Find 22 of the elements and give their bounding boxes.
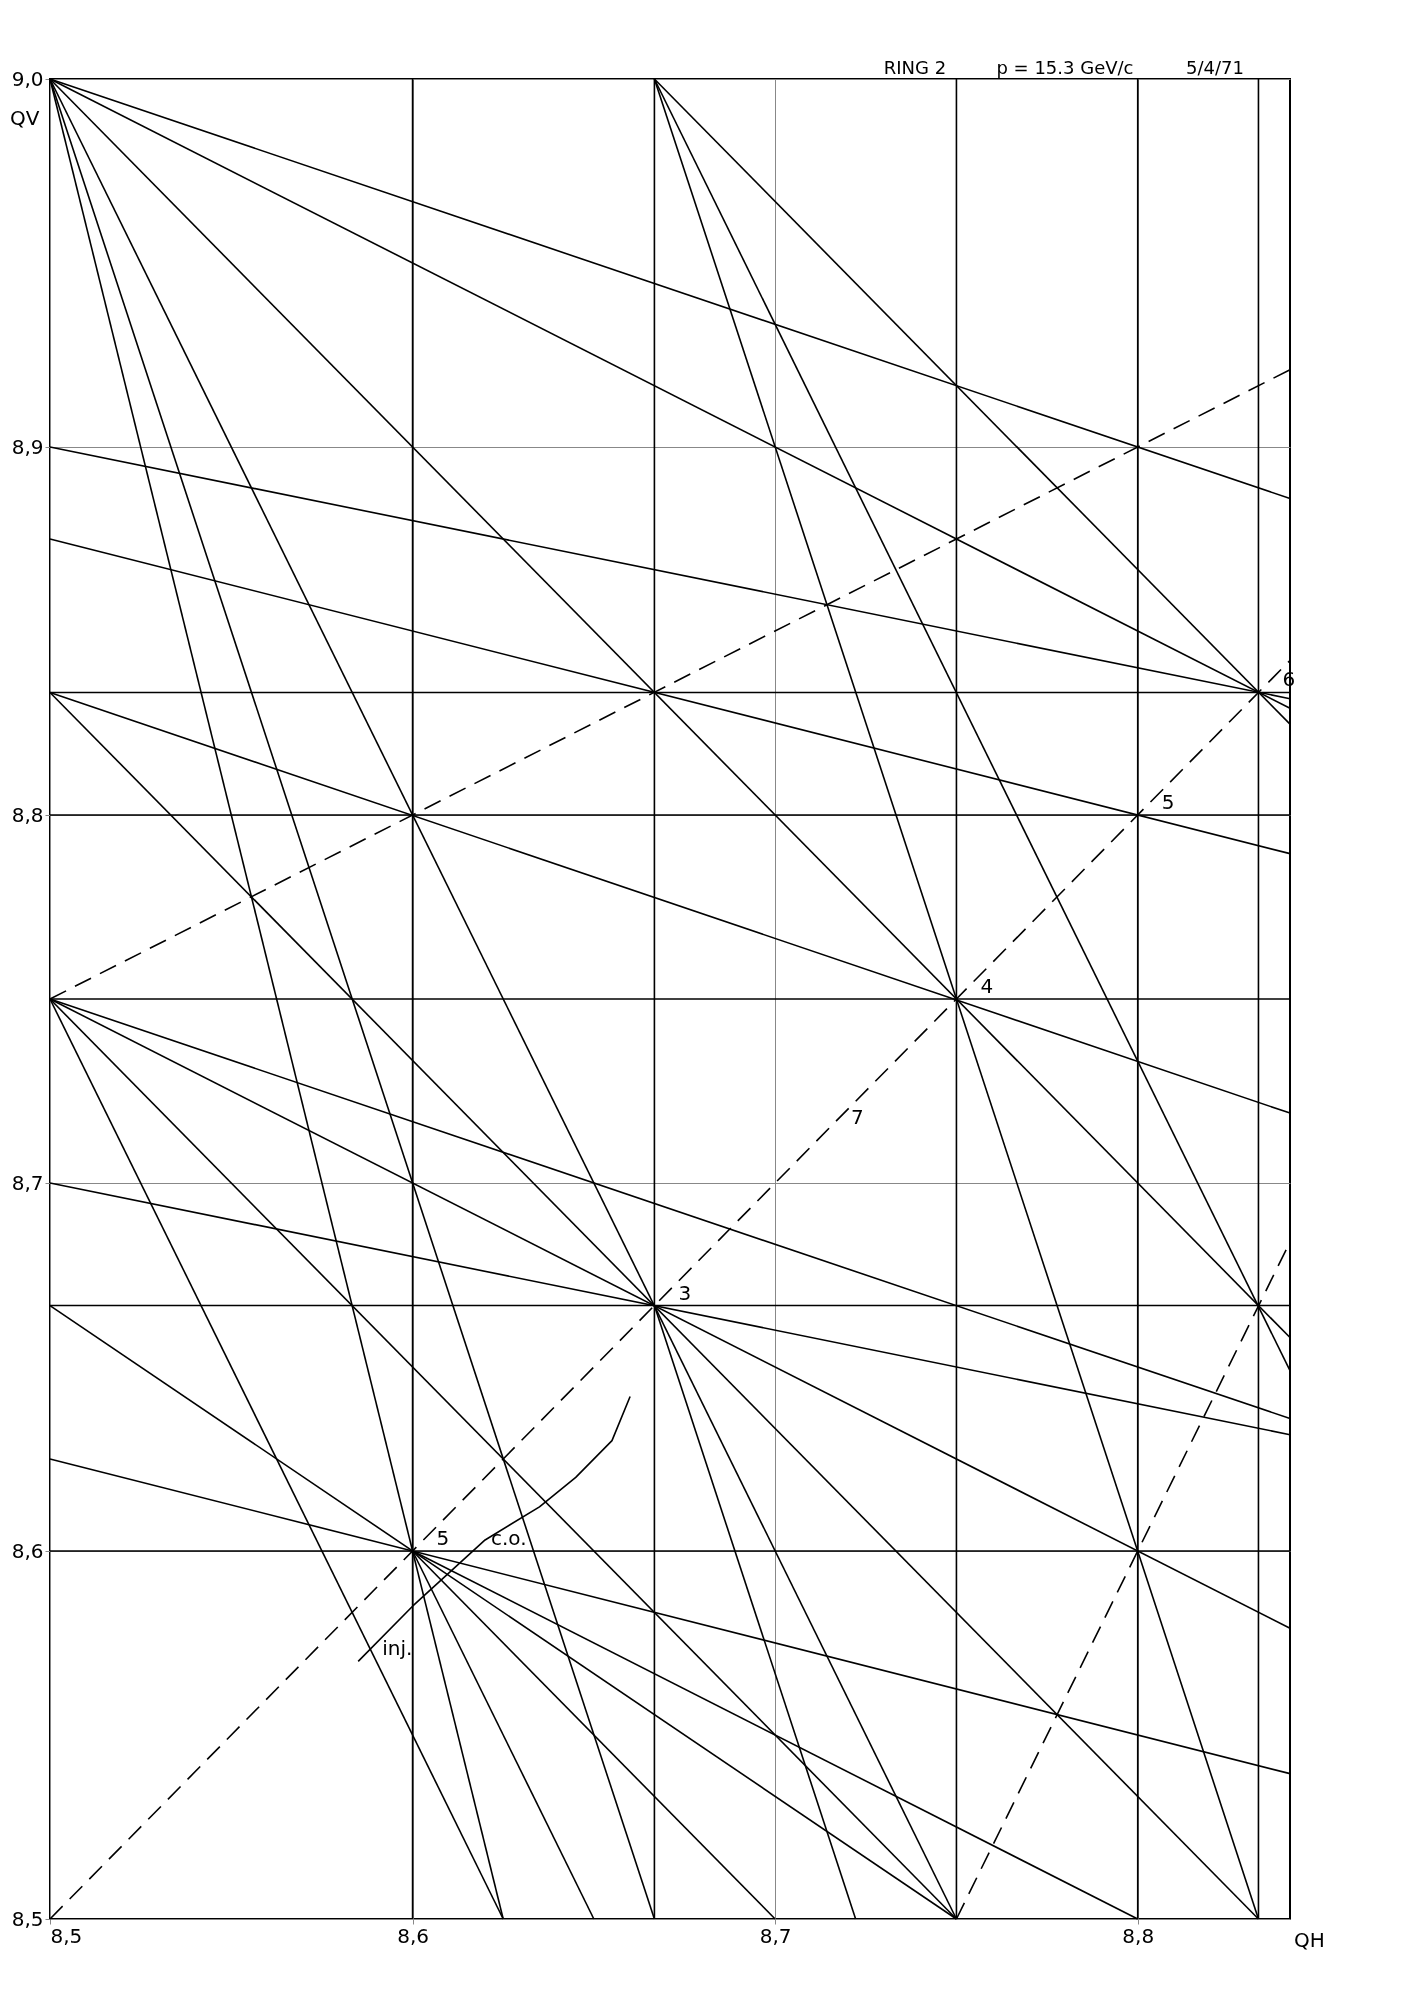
annotation: inj. xyxy=(382,1636,413,1661)
y-tick-label: 8,6 xyxy=(11,1538,44,1563)
y-tick-label: 8,7 xyxy=(11,1170,44,1195)
text: p = 15.3 GeV/c xyxy=(996,57,1134,78)
annotation: 7 xyxy=(850,1105,864,1130)
annotation: 4 xyxy=(980,974,994,998)
x-tick-label: 8,7 xyxy=(759,1923,792,1948)
y-tick-label: 8,9 xyxy=(11,434,44,459)
y-axis-title: QV xyxy=(10,106,40,130)
text: 5/4/71 xyxy=(1186,57,1244,78)
x-tick-label: 8,5 xyxy=(50,1923,83,1948)
x-axis-title: QH xyxy=(1294,1928,1325,1952)
x-tick-label: 8,6 xyxy=(397,1923,429,1948)
y-tick-label: 8,5 xyxy=(11,1906,44,1931)
annotation: 3 xyxy=(678,1280,692,1305)
y-tick-label: 9,0 xyxy=(11,66,44,91)
annotation: 5 xyxy=(1161,790,1175,814)
annotation: c.o. xyxy=(490,1526,527,1550)
text: RING 2 xyxy=(883,57,947,78)
y-tick-label: 8,8 xyxy=(11,802,44,827)
x-tick-label: 8,8 xyxy=(1122,1923,1155,1948)
annotation: 5 xyxy=(436,1526,450,1550)
